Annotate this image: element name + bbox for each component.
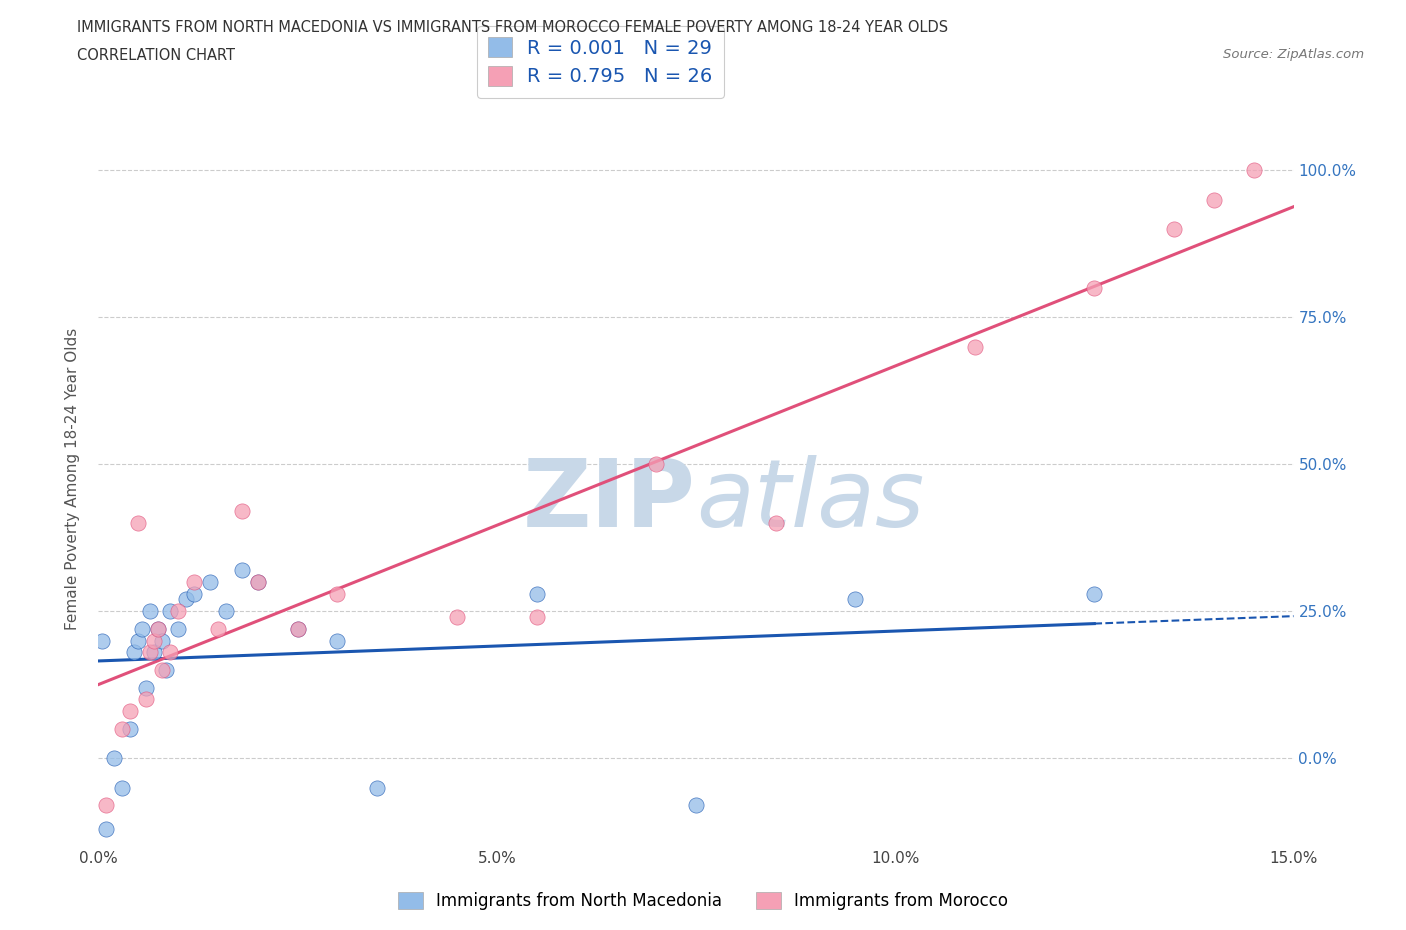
Point (246, 575, 269, 590)
Point (148, 621, 170, 636)
Point (844, 592, 866, 607)
Point (1083, 281, 1105, 296)
Point (963, 339, 986, 354)
Point (167, 604, 190, 618)
Point (127, 633, 149, 648)
Point (131, 621, 153, 636)
Point (207, 621, 229, 636)
Point (167, 621, 190, 636)
Point (96, 798, 118, 813)
Point (91, 633, 114, 648)
Point (231, 563, 253, 578)
Point (159, 644, 181, 659)
Point (135, 692, 157, 707)
Point (446, 610, 468, 625)
Text: IMMIGRANTS FROM NORTH MACEDONIA VS IMMIGRANTS FROM MOROCCO FEMALE POVERTY AMONG : IMMIGRANTS FROM NORTH MACEDONIA VS IMMIG… (77, 20, 949, 35)
Point (1163, 221, 1185, 236)
Point (120, 722, 142, 737)
Point (645, 457, 668, 472)
Point (526, 610, 548, 625)
Point (143, 633, 166, 648)
Point (139, 644, 162, 659)
Point (526, 586, 548, 601)
Text: ZIP: ZIP (523, 455, 696, 547)
Point (96, 821, 118, 836)
Point (183, 575, 205, 590)
Point (103, 751, 125, 765)
Point (174, 592, 197, 607)
Point (231, 504, 253, 519)
Point (139, 604, 162, 618)
Point (111, 722, 134, 737)
Point (246, 575, 269, 590)
Legend: Immigrants from North Macedonia, Immigrants from Morocco: Immigrants from North Macedonia, Immigra… (391, 885, 1015, 917)
Point (326, 633, 349, 648)
Point (1243, 163, 1265, 178)
Point (159, 604, 181, 618)
Point (326, 586, 349, 601)
Y-axis label: Female Poverty Among 18-24 Year Olds: Female Poverty Among 18-24 Year Olds (65, 328, 80, 631)
Text: Source: ZipAtlas.com: Source: ZipAtlas.com (1223, 48, 1364, 61)
Point (150, 662, 173, 677)
Point (135, 680, 157, 695)
Point (287, 621, 309, 636)
Point (765, 515, 787, 530)
Point (1083, 586, 1105, 601)
Point (155, 662, 177, 677)
Point (143, 644, 166, 659)
Point (1202, 193, 1225, 207)
Point (150, 633, 173, 648)
Point (120, 704, 142, 719)
Point (685, 798, 707, 813)
Point (127, 515, 149, 530)
Point (198, 575, 221, 590)
Point (124, 644, 146, 659)
Point (215, 604, 238, 618)
Point (148, 621, 170, 636)
Text: atlas: atlas (696, 456, 924, 547)
Point (287, 621, 309, 636)
Point (111, 780, 134, 795)
Point (366, 780, 388, 795)
Legend: R = 0.001   N = 29, R = 0.795   N = 26: R = 0.001 N = 29, R = 0.795 N = 26 (477, 26, 724, 98)
Text: CORRELATION CHART: CORRELATION CHART (77, 48, 235, 63)
Point (183, 586, 205, 601)
